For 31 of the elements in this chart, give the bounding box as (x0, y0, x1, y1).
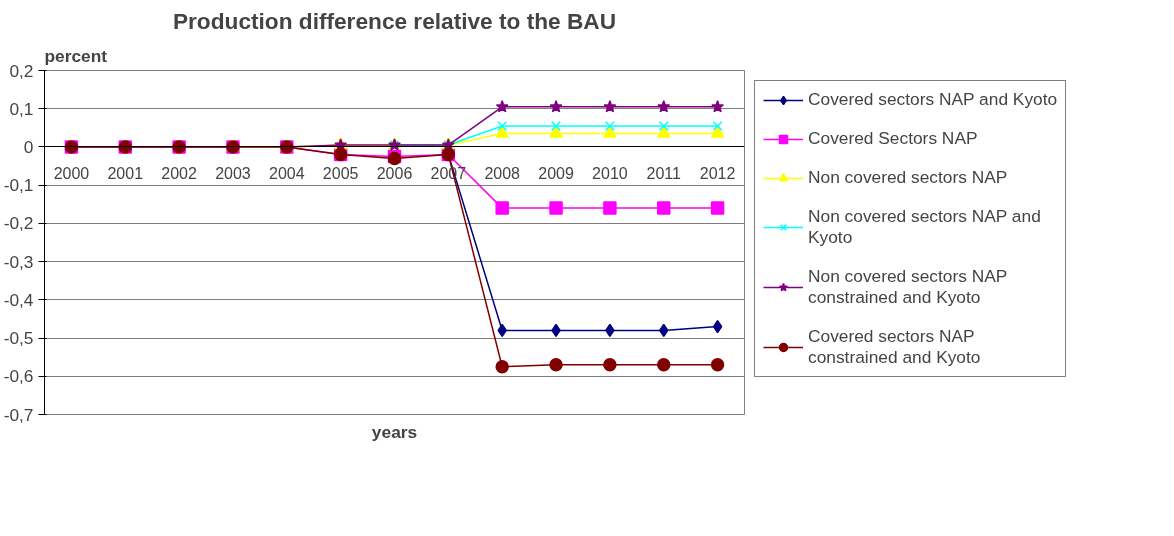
y-tick-label: -0,3 (3, 251, 34, 272)
x-tick-label: 2009 (538, 164, 574, 182)
x-tick-label: 2002 (161, 164, 198, 182)
x-axis-title: years (371, 421, 418, 442)
x-tick-label: 2006 (376, 164, 413, 182)
y-tick-label: -0,4 (3, 289, 34, 310)
y-tick-label: 0,1 (9, 98, 34, 119)
x-tick-label: 2008 (484, 164, 521, 182)
x-tick-label: 2004 (269, 164, 305, 182)
legend-label: Covered sectors NAP and Kyoto (808, 89, 1058, 110)
legend-label: Non covered sectors NAP (808, 167, 1009, 188)
y-tick-label: -0,6 (3, 366, 34, 387)
y-tick-label: -0,1 (3, 175, 34, 196)
x-tick-label: 2005 (322, 164, 359, 182)
y-tick-label: 0 (23, 136, 34, 157)
y-tick-label: -0,5 (3, 328, 34, 349)
x-tick-label: 2012 (699, 164, 736, 182)
legend-label: Non covered sectors NAP and Kyoto (808, 206, 1042, 248)
y-tick-label: -0,2 (3, 213, 34, 234)
x-tick-label: 2001 (107, 164, 144, 182)
x-tick-label: 2011 (646, 164, 682, 182)
legend-label: Covered sectors NAP constrained and Kyoto (808, 326, 982, 368)
chart-title: Production difference relative to the BAU (172, 7, 617, 34)
x-tick-label: 2010 (592, 164, 628, 182)
y-tick-label: 0,2 (9, 60, 34, 81)
legend-label: Covered Sectors NAP (808, 128, 979, 149)
y-axis-title: percent (44, 45, 108, 66)
x-tick-label: 2000 (53, 164, 90, 182)
y-tick-label: -0,7 (3, 404, 34, 425)
legend-label: Non covered sectors NAP constrained and Kyoto (808, 266, 1009, 308)
x-tick-label: 2003 (215, 164, 251, 182)
